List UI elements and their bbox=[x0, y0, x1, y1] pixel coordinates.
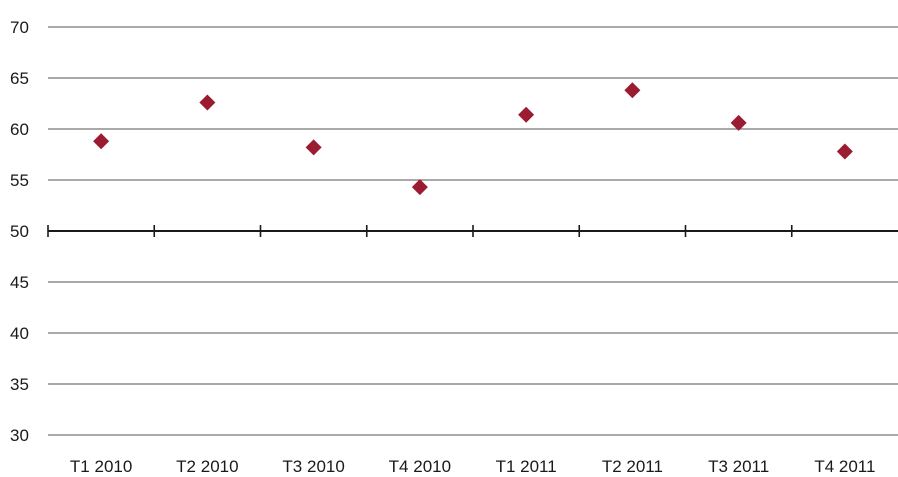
data-point bbox=[305, 139, 322, 156]
y-tick-label: 70 bbox=[10, 18, 29, 37]
x-tick-label: T1 2011 bbox=[496, 457, 557, 476]
y-tick-label: 55 bbox=[10, 171, 29, 190]
x-tick-label: T2 2010 bbox=[176, 457, 238, 476]
data-point bbox=[518, 106, 535, 123]
x-tick-label: T3 2010 bbox=[282, 457, 344, 476]
x-tick-label: T4 2010 bbox=[389, 457, 451, 476]
y-tick-label: 60 bbox=[10, 120, 29, 139]
x-axis bbox=[47, 225, 898, 237]
y-tick-label: 40 bbox=[10, 324, 29, 343]
y-tick-label: 50 bbox=[10, 222, 29, 241]
data-point bbox=[199, 94, 216, 111]
y-tick-label: 30 bbox=[10, 426, 29, 445]
y-tick-label: 35 bbox=[10, 375, 29, 394]
data-point bbox=[624, 82, 641, 99]
data-points bbox=[93, 82, 853, 196]
gridlines bbox=[48, 26, 898, 436]
x-tick-label: T3 2011 bbox=[708, 457, 769, 476]
y-tick-label: 65 bbox=[10, 69, 29, 88]
x-tick-label: T4 2011 bbox=[814, 457, 875, 476]
x-tick-label: T1 2010 bbox=[70, 457, 132, 476]
data-point bbox=[93, 133, 110, 150]
data-point bbox=[836, 143, 853, 160]
y-tick-label: 45 bbox=[10, 273, 29, 292]
x-axis-labels: T1 2010 T2 2010 T3 2010 T4 2010 T1 2011 T2 20… bbox=[70, 457, 876, 476]
y-axis: 30 35 40 45 50 55 60 65 70 bbox=[10, 18, 29, 445]
data-point bbox=[411, 179, 428, 196]
x-tick-label: T2 2011 bbox=[602, 457, 663, 476]
data-point bbox=[730, 114, 747, 131]
